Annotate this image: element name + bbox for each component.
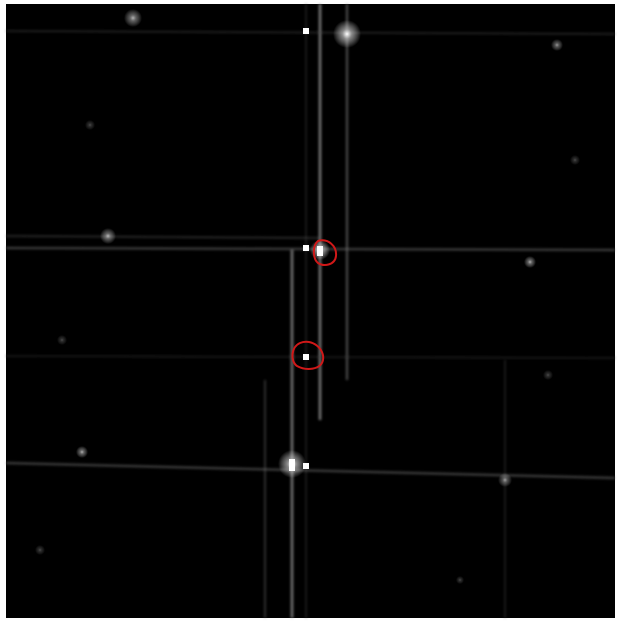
glow bbox=[551, 39, 563, 51]
spectrum-background bbox=[6, 4, 615, 618]
glow bbox=[100, 228, 116, 244]
glow bbox=[333, 20, 361, 48]
glow bbox=[57, 335, 67, 345]
bright-pixel bbox=[303, 354, 309, 360]
glow bbox=[76, 446, 88, 458]
bright-pixel bbox=[289, 459, 295, 471]
bright-pixel bbox=[303, 463, 309, 469]
glow bbox=[85, 120, 95, 130]
glow bbox=[524, 256, 536, 268]
glow bbox=[498, 473, 512, 487]
image-view bbox=[0, 0, 619, 622]
glow bbox=[35, 545, 45, 555]
glow bbox=[570, 155, 580, 165]
glow bbox=[456, 576, 464, 584]
page bbox=[0, 0, 619, 622]
bright-pixel bbox=[303, 28, 309, 34]
glow bbox=[543, 370, 553, 380]
bright-pixel bbox=[317, 246, 323, 256]
bright-pixel bbox=[303, 245, 309, 251]
glow bbox=[124, 9, 142, 27]
